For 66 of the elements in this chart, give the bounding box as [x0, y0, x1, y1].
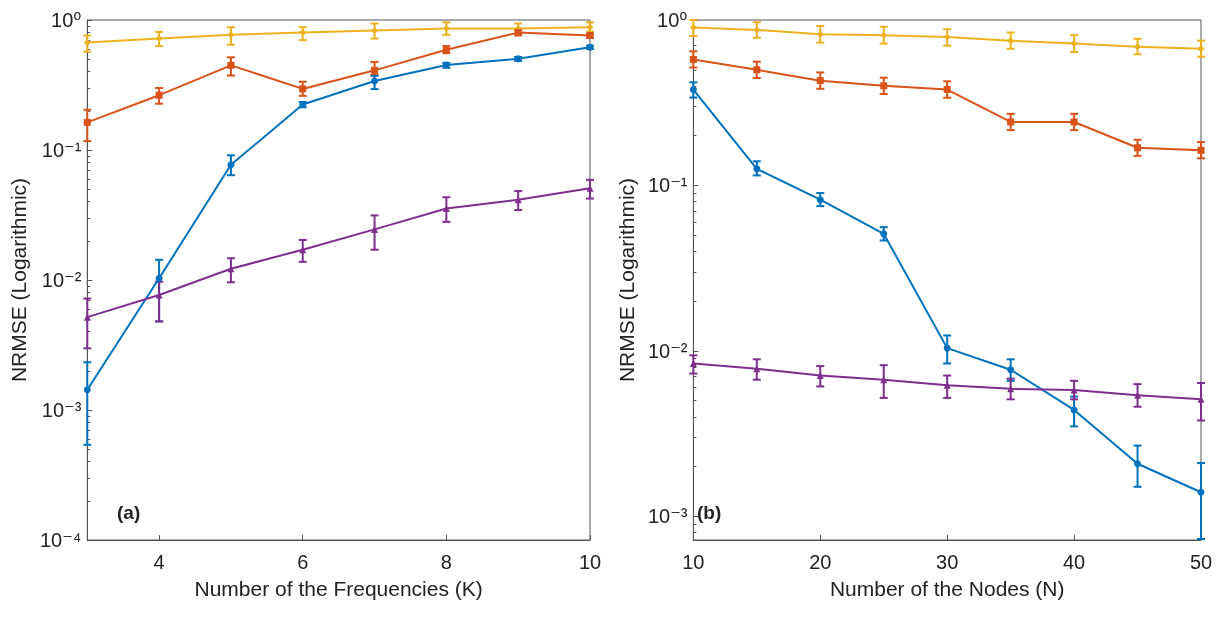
y-tick-label: 10⁰ — [657, 9, 688, 31]
point — [880, 31, 888, 39]
point — [442, 25, 450, 33]
point — [83, 39, 91, 47]
point — [753, 26, 761, 34]
point — [227, 265, 235, 273]
y-tick-label: 10⁻² — [647, 339, 688, 362]
x-tick-label: 20 — [809, 551, 832, 573]
point — [155, 91, 163, 99]
point — [1197, 488, 1205, 496]
point — [1134, 43, 1142, 51]
point — [299, 85, 307, 93]
x-tick-label: 6 — [297, 551, 309, 573]
point — [816, 77, 824, 85]
y-tick-label: 10⁻⁴ — [39, 529, 82, 551]
y-tick-label: 10⁻¹ — [41, 139, 82, 161]
point — [227, 161, 235, 169]
point — [753, 66, 761, 74]
point — [1007, 37, 1015, 45]
point — [83, 386, 91, 394]
x-tick-label: 50 — [1189, 551, 1213, 573]
y-axis-title: NRMSE (Logarithmic) — [7, 177, 30, 383]
point — [1070, 386, 1078, 394]
point — [816, 30, 824, 38]
point — [880, 230, 888, 238]
y-tick-label: 10⁰ — [51, 9, 82, 31]
x-axis-title: Number of the Nodes (N) — [829, 577, 1065, 600]
x-tick-label: 10 — [682, 551, 705, 573]
point — [83, 118, 91, 126]
point — [816, 372, 824, 380]
point — [689, 24, 697, 32]
point — [83, 313, 91, 321]
point — [1007, 366, 1015, 374]
point — [371, 27, 379, 35]
point — [943, 344, 951, 352]
x-tick-label: 10 — [578, 551, 602, 573]
point — [943, 86, 951, 94]
x-tick-label: 40 — [1062, 551, 1086, 573]
point — [155, 35, 163, 43]
x-tick-label: 4 — [153, 551, 165, 573]
point — [880, 82, 888, 90]
y-tick-label: 10⁻³ — [41, 399, 82, 421]
point — [816, 196, 824, 204]
point — [1070, 40, 1078, 48]
point — [1197, 45, 1205, 53]
point — [1134, 144, 1142, 152]
point — [1007, 118, 1015, 126]
point — [1134, 460, 1142, 468]
point — [689, 86, 697, 94]
point — [943, 381, 951, 389]
x-axis-title: Number of the Frequencies (K) — [194, 577, 483, 600]
point — [227, 31, 235, 39]
point — [943, 33, 951, 41]
point — [227, 61, 235, 69]
point — [753, 165, 761, 173]
y-tick-label: 10⁻³ — [647, 505, 688, 528]
annotation: (b) — [697, 502, 722, 523]
point — [689, 55, 697, 63]
y-tick-label: 10⁻¹ — [647, 174, 688, 197]
annotation: (a) — [117, 502, 141, 523]
point — [1070, 118, 1078, 126]
y-axis-title: NRMSE (Logarithmic) — [615, 177, 638, 383]
x-tick-label: 30 — [936, 551, 959, 573]
x-tick-label: 8 — [440, 551, 452, 573]
point — [1197, 146, 1205, 154]
y-tick-label: 10⁻² — [41, 269, 82, 291]
